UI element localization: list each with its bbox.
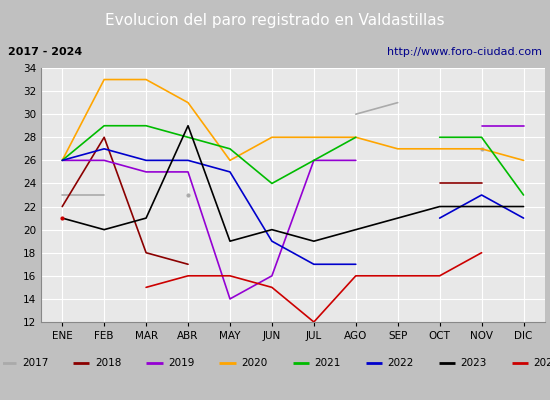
Text: 2024: 2024 (534, 358, 550, 368)
Text: 2020: 2020 (241, 358, 267, 368)
Text: 2017 - 2024: 2017 - 2024 (8, 47, 82, 57)
Text: 2019: 2019 (168, 358, 194, 368)
Text: 2021: 2021 (314, 358, 340, 368)
Text: http://www.foro-ciudad.com: http://www.foro-ciudad.com (387, 47, 542, 57)
Text: 2022: 2022 (387, 358, 414, 368)
Text: 2017: 2017 (22, 358, 48, 368)
Text: 2018: 2018 (95, 358, 122, 368)
Text: 2023: 2023 (460, 358, 487, 368)
Text: Evolucion del paro registrado en Valdastillas: Evolucion del paro registrado en Valdast… (105, 12, 445, 28)
